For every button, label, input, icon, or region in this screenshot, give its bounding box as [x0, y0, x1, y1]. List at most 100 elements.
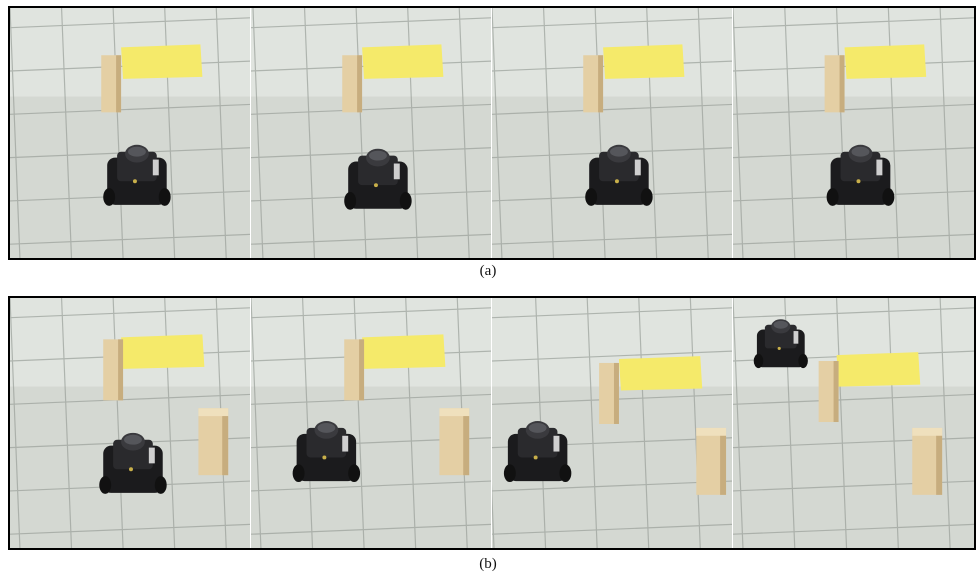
- robot-deck: [306, 427, 347, 458]
- robot-led: [129, 467, 133, 472]
- yellow-paper: [836, 352, 921, 387]
- wood-block-back-shade: [116, 55, 122, 113]
- robot-wheel-right: [399, 192, 412, 210]
- wood-block-front-shade: [463, 416, 470, 476]
- robot: [826, 144, 895, 206]
- robot-led: [132, 179, 137, 184]
- frame-b4: [733, 298, 974, 548]
- robot: [344, 148, 412, 210]
- robot-wheel-right: [348, 464, 361, 483]
- wood-block-back: [824, 55, 845, 113]
- robot-wheel-left: [99, 476, 112, 494]
- yellow-paper: [362, 44, 444, 79]
- robot: [503, 421, 572, 483]
- robot-wheel-left: [753, 353, 764, 369]
- robot: [585, 144, 653, 206]
- scene-photo: [733, 8, 974, 258]
- robot-wheel-right: [640, 188, 653, 206]
- wood-block-back-shade: [359, 339, 365, 401]
- frame-b3: [492, 298, 733, 548]
- robot: [292, 421, 361, 483]
- frame-a4: [733, 8, 974, 258]
- robot-led: [614, 179, 619, 184]
- robot-deck: [840, 151, 881, 182]
- robot-wheel-left: [344, 192, 357, 210]
- wood-block-front-top: [439, 408, 470, 417]
- frame-a2: [251, 8, 492, 258]
- image-strip-b: [8, 296, 976, 550]
- robot: [103, 144, 171, 206]
- robot-lidar-top: [128, 146, 146, 157]
- robot-wheel-right: [798, 353, 808, 369]
- robot-led: [533, 455, 538, 460]
- robot-lidar-top: [124, 434, 142, 445]
- yellow-paper: [603, 44, 685, 79]
- scene-photo: [10, 298, 250, 548]
- robot-wheel-left: [503, 464, 516, 483]
- yellow-paper: [844, 44, 927, 79]
- wood-block-back-shade: [839, 55, 845, 113]
- yellow-paper: [121, 334, 205, 369]
- wood-block-front-shade: [720, 435, 727, 495]
- robot-lidar-top: [773, 320, 788, 329]
- robot-label: [393, 163, 400, 180]
- robot-lidar-top: [317, 423, 336, 433]
- frame-a1: [10, 8, 251, 258]
- yellow-paper: [121, 44, 203, 79]
- robot-lidar-top: [851, 146, 870, 157]
- wood-block-front-shade: [936, 435, 943, 495]
- image-strip-a: [8, 6, 976, 260]
- robot-deck: [358, 155, 398, 186]
- robot-label: [148, 447, 155, 464]
- robot-deck: [113, 439, 153, 470]
- robot-wheel-right: [559, 464, 572, 483]
- scene-photo: [492, 298, 732, 548]
- robot-label: [553, 435, 560, 452]
- wood-block-back-shade: [833, 360, 839, 423]
- wood-block-front-top: [696, 427, 727, 436]
- robot-lidar-top: [610, 146, 628, 157]
- scene-photo: [733, 298, 974, 548]
- wood-block-back: [342, 55, 363, 113]
- robot-led: [777, 346, 781, 350]
- robot-led: [856, 179, 861, 184]
- frame-b2: [251, 298, 492, 548]
- robot-lidar-top: [528, 423, 547, 433]
- scene-photo: [251, 8, 491, 258]
- wood-block-back-shade: [357, 55, 363, 113]
- wood-block-front-shade: [222, 416, 229, 476]
- robot-wheel-right: [882, 188, 895, 206]
- robot-wheel-right: [158, 188, 171, 206]
- frame-a3: [492, 8, 733, 258]
- robot: [99, 432, 167, 494]
- frame-b1: [10, 298, 251, 548]
- caption-a: (a): [479, 263, 497, 279]
- caption-b: (b): [479, 556, 497, 572]
- robot-wheel-right: [154, 476, 167, 494]
- wood-block-back-shade: [598, 55, 604, 113]
- robot-led: [322, 455, 327, 460]
- robot-deck: [117, 151, 157, 182]
- robot-deck: [764, 324, 797, 349]
- scene-photo: [10, 8, 250, 258]
- robot: [753, 319, 808, 369]
- wood-block-front-top: [912, 427, 943, 436]
- yellow-paper: [362, 334, 446, 369]
- robot-label: [793, 331, 799, 344]
- robot-deck: [599, 151, 639, 182]
- robot-wheel-left: [103, 188, 116, 206]
- wood-block-back: [599, 362, 619, 424]
- robot-wheel-left: [826, 188, 839, 206]
- robot-label: [634, 159, 641, 176]
- robot-label: [342, 435, 349, 452]
- scene-photo: [492, 8, 732, 258]
- robot-led: [373, 183, 378, 188]
- yellow-paper: [618, 356, 703, 391]
- robot-label: [876, 159, 883, 176]
- wood-block-front-top: [198, 408, 229, 417]
- robot-wheel-left: [585, 188, 598, 206]
- robot-label: [152, 159, 159, 176]
- wood-block-back-shade: [613, 362, 619, 424]
- robot-lidar-top: [369, 150, 387, 161]
- wood-block-back-shade: [118, 339, 124, 401]
